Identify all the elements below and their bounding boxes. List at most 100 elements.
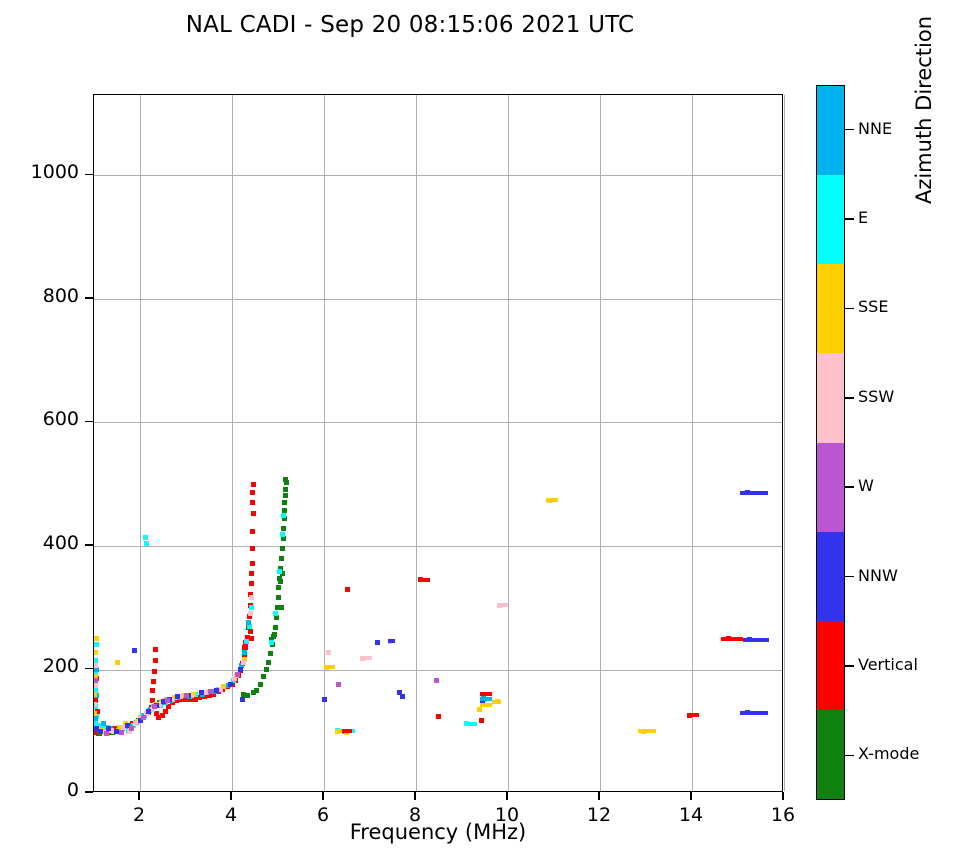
scatter-point [94,697,99,703]
scatter-point [242,649,248,655]
scatter-point [283,480,289,486]
scatter-point [280,536,286,541]
scatter-point [271,632,277,638]
scatter-point [274,605,280,611]
scatter-point [250,481,256,487]
x-axis-tick-label: 6 [316,804,330,826]
scatter-point [211,691,217,697]
colorbar-tick [845,128,854,131]
scatter-point [249,570,255,576]
colorbar-tick [845,218,854,220]
scatter-point [281,526,286,532]
scatter-point [249,500,255,506]
gridline-vertical [140,95,141,791]
scatter-point [152,647,158,653]
interference-streak [417,577,430,582]
scatter-point [155,715,161,721]
colorbar-tick [845,754,854,757]
scatter-point [180,692,186,698]
y-axis-tick-label: 0 [66,779,79,801]
azimuth-colorbar[interactable] [816,85,845,800]
scatter-point [278,579,284,585]
scatter-point [272,611,278,617]
scatter-point [124,722,130,728]
scatter-point [184,692,190,698]
scatter-point [275,595,281,601]
x-axis-tick-label: 8 [408,804,422,826]
colorbar-tick [845,575,854,578]
scatter-point [201,690,207,696]
colorbar-segment-ssw[interactable] [817,353,844,443]
interference-streak [740,490,769,495]
scatter-point [272,625,278,630]
colorbar-segment-w[interactable] [817,442,844,532]
colorbar-tick-label: SSE [858,297,889,317]
scatter-point [266,659,272,665]
scatter-point [94,658,99,664]
scatter-point [263,667,269,672]
scatter-point [276,585,282,591]
scatter-point [241,653,247,659]
scatter-point [94,683,98,688]
scatter-point [273,615,279,621]
scatter-point [326,649,332,655]
scatter-point [206,692,212,698]
colorbar-segment-nne[interactable] [817,86,844,176]
scatter-point [248,605,254,611]
scatter-point [94,663,99,669]
scatter-point [270,642,275,648]
scatter-point [126,728,132,734]
scatter-point [143,534,148,540]
colorbar-tick [845,307,854,310]
scatter-point [171,695,177,701]
scatter-point [132,648,137,654]
scatter-point [199,690,205,696]
scatter-point [94,716,99,722]
x-axis-tick [598,792,600,800]
interference-streak [388,639,396,643]
scatter-point [208,689,214,695]
scatter-point [250,511,256,517]
scatter-point [433,678,439,684]
y-axis-tick-label: 400 [42,531,79,554]
colorbar-segment-sse[interactable] [817,264,844,354]
scatter-point [132,721,138,727]
scatter-point [137,717,143,723]
colorbar-label: Azimuth Direction [912,15,936,205]
colorbar-segment-nnw[interactable] [817,531,844,621]
scatter-point [183,696,189,702]
scatter-point [94,726,100,732]
y-axis-tick [85,544,93,546]
scatter-point [97,722,102,728]
scatter-point [113,728,119,734]
colorbar-tick [845,665,854,667]
scatter-point [119,730,125,735]
scatter-point [277,575,283,581]
scatter-point [94,721,98,727]
scatter-point [374,639,380,645]
colorbar-segment-x-mode[interactable] [817,709,844,799]
y-axis-tick-label: 1000 [30,161,79,184]
scatter-point [150,688,156,693]
scatter-point [107,730,113,735]
scatter-point [279,555,285,561]
scatter-point [322,696,328,702]
scatter-point [247,623,252,629]
scatter-point [95,709,101,714]
interference-streak [326,665,335,669]
scatter-point [477,706,482,712]
scatter-point [396,690,402,696]
colorbar-segment-vertical[interactable] [817,620,844,710]
scatter-point [97,728,103,734]
scatter-point [345,586,351,592]
colorbar-segment-e[interactable] [817,175,844,265]
scatter-point [141,715,147,721]
x-axis-tick [690,792,692,800]
scatter-point [239,696,245,702]
y-axis-tick-label: 200 [42,655,79,678]
scatter-point [246,620,252,625]
y-axis-tick-label: 800 [42,284,79,307]
scatter-point [248,595,254,601]
scatter-point [152,704,158,709]
gridline-vertical [416,95,417,791]
